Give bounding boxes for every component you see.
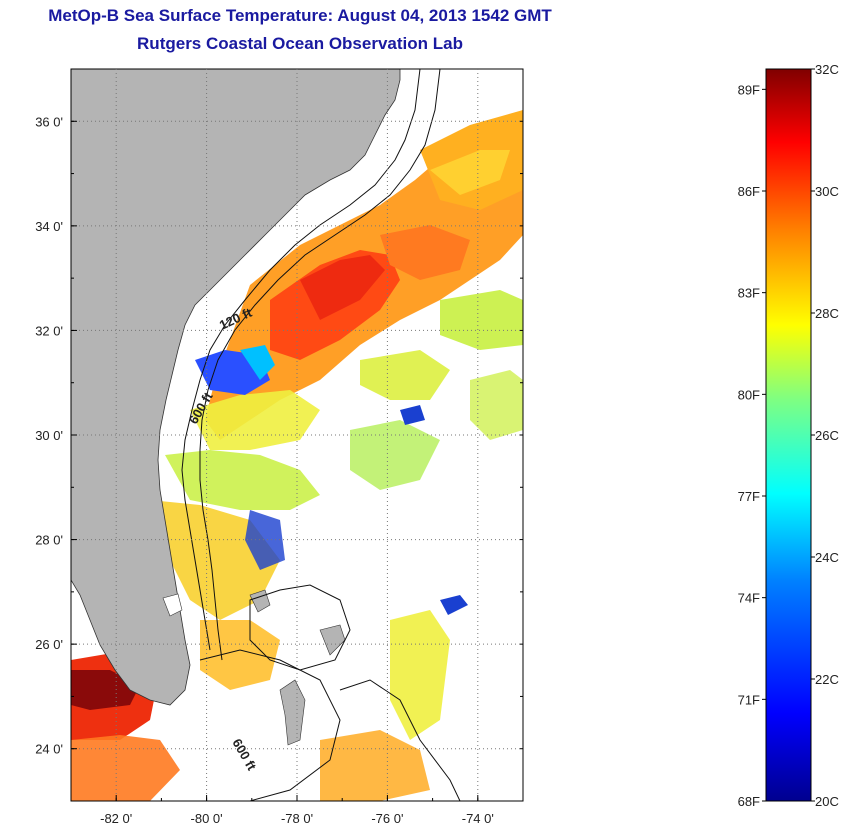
lon-tick-label: -82 0' xyxy=(100,811,132,826)
colorbar-celsius-label: 28C xyxy=(815,306,839,321)
lat-tick-label: 24 0' xyxy=(35,742,63,757)
andros-island xyxy=(279,679,306,746)
lon-tick-label: -80 0' xyxy=(191,811,223,826)
map-title: MetOp-B Sea Surface Temperature: August … xyxy=(48,6,552,25)
lat-tick-label: 36 0' xyxy=(35,114,63,129)
colorbar-celsius-label: 20C xyxy=(815,794,839,809)
colorbar-fahrenheit-label: 83F xyxy=(738,286,760,301)
lon-tick-label: -76 0' xyxy=(371,811,403,826)
lon-tick-label: -74 0' xyxy=(462,811,494,826)
colorbar-fahrenheit-label: 86F xyxy=(738,184,760,199)
lat-tick-label: 26 0' xyxy=(35,637,63,652)
map-plot-area xyxy=(71,69,523,801)
colorbar-fahrenheit-label: 71F xyxy=(738,692,760,707)
colorbar-celsius-label: 30C xyxy=(815,184,839,199)
lat-tick-label: 34 0' xyxy=(35,219,63,234)
lon-tick-label: -78 0' xyxy=(281,811,313,826)
lat-tick-label: 28 0' xyxy=(35,533,63,548)
bathymetry-contours xyxy=(181,69,461,801)
lat-tick-label: 30 0' xyxy=(35,428,63,443)
colorbar-ticks: 32C 30C 28C 26C 24C 22C 20C 89F 86F 83F 80F 77F 74F 7… xyxy=(738,62,839,809)
colorbar xyxy=(765,68,812,802)
map-subtitle: Rutgers Coastal Ocean Observation Lab xyxy=(137,34,463,53)
colorbar-celsius-label: 22C xyxy=(815,672,839,687)
colorbar-celsius-label: 24C xyxy=(815,550,839,565)
colorbar-celsius-label: 32C xyxy=(815,62,839,77)
us-mainland-land xyxy=(71,69,401,706)
lake-okeechobee xyxy=(162,593,183,617)
axis-tick-labels: -82 0' -80 0' -78 0' -76 0' -74 0' 24 0' 26 0'… xyxy=(35,114,494,826)
sst-field xyxy=(71,110,523,801)
lat-tick-label: 32 0' xyxy=(35,323,63,338)
colorbar-fahrenheit-label: 74F xyxy=(738,591,760,606)
colorbar-fahrenheit-label: 77F xyxy=(738,489,760,504)
graticule xyxy=(70,68,524,802)
colorbar-fahrenheit-label: 89F xyxy=(738,82,760,97)
colorbar-celsius-label: 26C xyxy=(815,428,839,443)
colorbar-fahrenheit-label: 68F xyxy=(738,794,760,809)
colorbar-fahrenheit-label: 80F xyxy=(738,387,760,402)
